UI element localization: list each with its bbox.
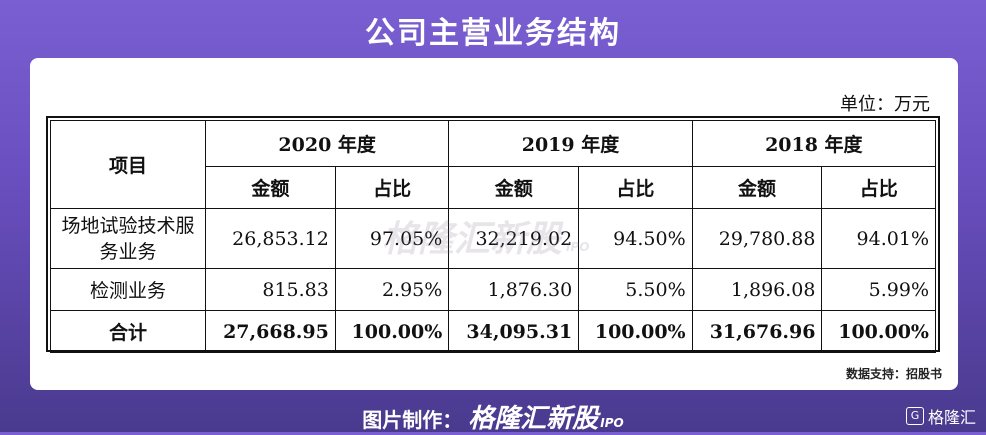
footer-credit: 图片制作： 格隆汇新股 IPO — [0, 398, 986, 435]
header-year-2019: 2019 年度 — [448, 120, 693, 167]
subheader-amount: 金额 — [691, 166, 823, 209]
cell-ratio: 97.05% — [334, 208, 450, 269]
subheader-ratio: 占比 — [334, 166, 450, 209]
cell-ratio: 5.99% — [821, 268, 936, 311]
table-subheader-row: 金额 占比 金额 占比 金额 占比 — [51, 166, 936, 209]
cell-amount: 32,219.02 — [448, 208, 580, 269]
cell-ratio: 5.50% — [578, 268, 693, 311]
business-structure-table: 项目 2020 年度 2019 年度 2018 年度 金额 占比 金额 占比 金… — [46, 116, 940, 353]
content-panel: 单位：万元 项目 2020 年度 2019 年度 2018 年度 金额 占比 金… — [30, 58, 958, 390]
footer-tag: IPO — [600, 416, 624, 430]
page-title: 公司主营业务结构 — [365, 16, 621, 51]
header-year-2020: 2020 年度 — [204, 120, 450, 167]
subheader-ratio: 占比 — [578, 166, 693, 209]
table-row: 检测业务 815.83 2.95% 1,876.30 5.50% 1,896.0… — [50, 268, 936, 311]
subheader-amount: 金额 — [205, 166, 336, 209]
cell-amount: 31,676.96 — [691, 310, 823, 353]
row-label: 场地试验技术服务业务 — [50, 208, 206, 269]
cell-ratio: 100.00% — [334, 310, 450, 353]
cell-amount: 29,780.88 — [691, 208, 823, 269]
source-note: 数据支持：招股书 — [845, 367, 942, 381]
unit-label: 单位：万元 — [840, 94, 930, 115]
cell-ratio: 100.00% — [821, 310, 936, 353]
cell-ratio: 100.00% — [578, 310, 693, 353]
subheader-amount: 金额 — [448, 166, 580, 209]
cell-amount: 1,896.08 — [691, 268, 823, 311]
row-label: 检测业务 — [50, 268, 206, 311]
header-item: 项目 — [50, 120, 206, 209]
table-total-row: 合计 27,668.95 100.00% 34,095.31 100.00% 3… — [50, 310, 936, 353]
logo-icon: G — [905, 407, 924, 425]
logo-text: 格隆汇 — [927, 408, 976, 427]
cell-ratio: 94.50% — [578, 208, 693, 269]
cell-amount: 26,853.12 — [205, 208, 336, 269]
cell-ratio: 2.95% — [334, 268, 450, 311]
table-row: 场地试验技术服务业务 26,853.12 97.05% 32,219.02 94… — [50, 208, 936, 269]
cell-amount: 27,668.95 — [205, 310, 336, 353]
subheader-ratio: 占比 — [821, 166, 936, 209]
corner-logo: G 格隆汇 — [905, 404, 976, 428]
table: 项目 2020 年度 2019 年度 2018 年度 金额 占比 金额 占比 金… — [50, 120, 937, 353]
cell-ratio: 94.01% — [821, 208, 936, 269]
footer-brand: 格隆汇新股 — [468, 404, 599, 434]
row-label: 合计 — [50, 310, 206, 353]
header-year-2018: 2018 年度 — [691, 120, 937, 167]
cell-amount: 34,095.31 — [448, 310, 580, 353]
cell-amount: 815.83 — [205, 268, 336, 311]
footer-prefix: 图片制作： — [362, 408, 463, 432]
table-header-row: 项目 2020 年度 2019 年度 2018 年度 — [50, 120, 937, 209]
cell-amount: 1,876.30 — [448, 268, 580, 311]
